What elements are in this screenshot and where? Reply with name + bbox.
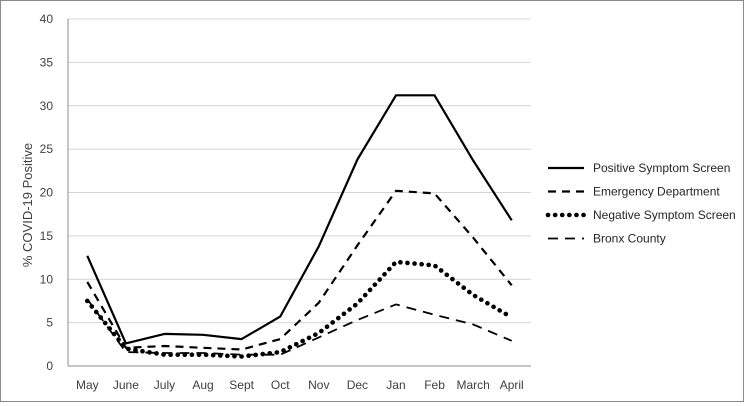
series-line-positive-symptom-screen: [86, 94, 513, 345]
y-tick-label: 0: [46, 359, 53, 373]
series-line-emergency-department: [86, 189, 513, 351]
x-tick-label: Nov: [308, 378, 329, 392]
y-tick-label: 10: [40, 272, 54, 286]
x-tick-label: Sept: [229, 378, 254, 392]
x-tick-label: July: [154, 378, 175, 392]
gridlines: [67, 18, 531, 367]
x-tick-label: June: [113, 378, 139, 392]
y-tick-labels: 0 5 10 15 20 25 30 35 40: [40, 12, 54, 373]
legend-label: Bronx County: [593, 232, 666, 246]
x-tick-label: March: [456, 378, 489, 392]
legend-label: Negative Symptom Screen: [593, 208, 736, 222]
legend: Positive Symptom Screen Emergency Departm…: [545, 161, 736, 246]
y-tick-label: 30: [40, 99, 54, 113]
y-tick-label: 40: [40, 12, 54, 26]
series-line-negative-symptom-screen: [85, 259, 515, 359]
x-tick-label: April: [500, 378, 524, 392]
series-line-bronx-county: [86, 298, 513, 356]
y-tick-label: 25: [40, 142, 54, 156]
x-tick-label: Aug: [192, 378, 213, 392]
y-tick-label: 15: [40, 229, 54, 243]
legend-label: Positive Symptom Screen: [593, 161, 730, 175]
x-tick-label: Oct: [271, 378, 290, 392]
y-tick-label: 20: [40, 186, 54, 200]
x-tick-label: Feb: [424, 378, 445, 392]
y-tick-label: 5: [46, 316, 53, 330]
series-lines: [85, 94, 515, 359]
x-tick-labels: May June July Aug Sept Oct Nov Dec Jan Feb March Ap…: [76, 378, 524, 392]
x-tick-label: May: [76, 378, 99, 392]
x-tick-label: Dec: [347, 378, 368, 392]
y-axis-label: % COVID-19 Positive: [20, 143, 35, 267]
x-tick-label: Jan: [386, 378, 405, 392]
legend-label: Emergency Department: [593, 185, 720, 199]
y-tick-label: 35: [40, 55, 54, 69]
